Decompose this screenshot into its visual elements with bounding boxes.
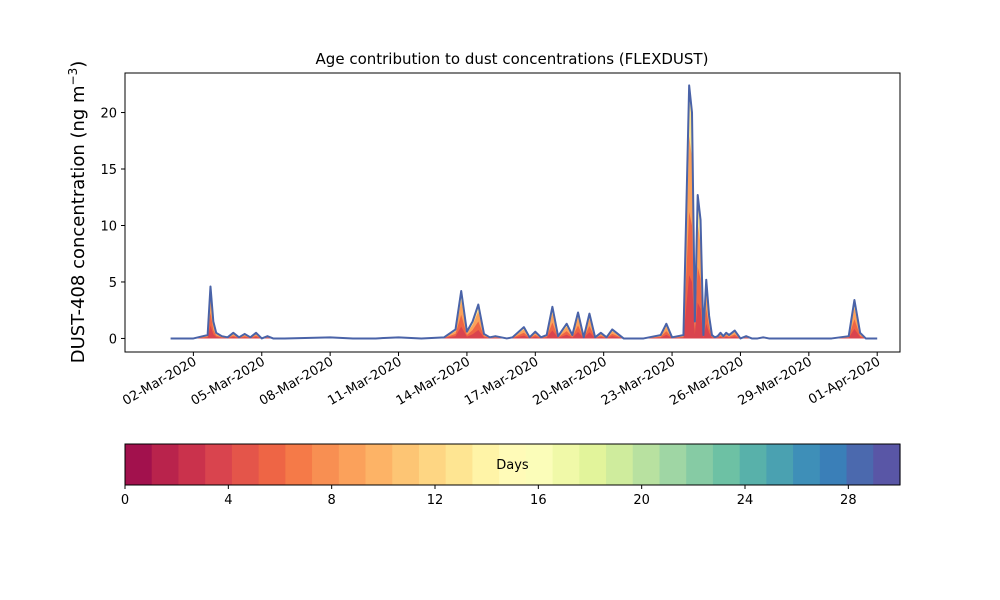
colorbar-segment xyxy=(686,444,714,485)
colorbar-segment xyxy=(392,444,420,485)
x-tick-label: 20-Mar-2020 xyxy=(531,354,610,408)
age-band-area-2 xyxy=(170,136,878,339)
age-band-area-4 xyxy=(170,275,878,339)
colorbar-segment xyxy=(445,444,474,485)
colorbar-segment xyxy=(125,444,153,485)
colorbar-segment xyxy=(739,444,767,485)
x-tick-label: 11-Mar-2020 xyxy=(325,354,404,408)
plot-area xyxy=(170,84,878,340)
y-axis-label-text: DUST-408 concentration (ng m xyxy=(68,85,89,363)
y-tick-label: 0 xyxy=(109,332,117,347)
axes: 0 5 10 15 20 02-Mar-202005-Mar-202008-Mar-202… xyxy=(100,72,901,409)
colorbar-tick-label: 8 xyxy=(328,493,336,508)
colorbar-segment xyxy=(258,444,286,485)
colorbar-segment xyxy=(338,444,367,485)
y-tick-label: 15 xyxy=(100,163,117,178)
y-axis-label-close: ) xyxy=(68,61,89,68)
colorbar-segment xyxy=(606,444,634,485)
colorbar-segment xyxy=(846,444,874,485)
colorbar-tick-label: 12 xyxy=(427,493,444,508)
colorbar: Days 0 4 8 12 16 20 24 28 xyxy=(121,443,901,508)
colorbar-segment xyxy=(285,444,313,485)
x-tick-label: 29-Mar-2020 xyxy=(736,354,815,408)
x-tick-label: 26-Mar-2020 xyxy=(667,354,746,408)
colorbar-segment xyxy=(766,444,794,485)
colorbar-segment xyxy=(632,444,661,485)
x-tick-label: 14-Mar-2020 xyxy=(394,354,473,408)
colorbar-tick-label: 4 xyxy=(224,493,232,508)
colorbar-segment xyxy=(712,444,741,485)
colorbar-segment xyxy=(231,444,260,485)
x-tick-label: 05-Mar-2020 xyxy=(189,354,268,408)
colorbar-segment xyxy=(819,444,848,485)
colorbar-tick-label: 0 xyxy=(121,493,129,508)
colorbar-segment xyxy=(205,444,233,485)
colorbar-tick-label: 16 xyxy=(530,493,547,508)
colorbar-tick-label: 28 xyxy=(840,493,857,508)
x-tick-label: 17-Mar-2020 xyxy=(462,354,541,408)
colorbar-segment xyxy=(365,444,393,485)
colorbar-segment xyxy=(525,444,554,485)
total-concentration-line xyxy=(170,84,878,340)
colorbar-segment xyxy=(472,444,500,485)
colorbar-segment xyxy=(552,444,580,485)
colorbar-segment xyxy=(873,444,901,485)
axes-frame xyxy=(124,72,901,353)
colorbar-segment xyxy=(312,444,340,485)
colorbar-segment xyxy=(178,444,206,485)
x-tick-label: 01-Apr-2020 xyxy=(806,354,883,407)
colorbar-segment xyxy=(579,444,607,485)
age-band-area-1 xyxy=(170,85,878,339)
y-tick-label: 5 xyxy=(109,276,117,291)
colorbar-segment xyxy=(151,444,180,485)
x-tick-label: 02-Mar-2020 xyxy=(120,354,199,408)
colorbar-tick-label: 20 xyxy=(633,493,650,508)
y-axis-label-unit-exponent: −3 xyxy=(66,68,80,86)
age-band-area-3 xyxy=(170,211,878,339)
colorbar-segment xyxy=(499,444,527,485)
colorbar-segment xyxy=(659,444,687,485)
y-axis-label: DUST-408 concentration (ng m−3) xyxy=(66,61,89,364)
colorbar-frame xyxy=(124,443,901,486)
colorbar-segment xyxy=(793,444,821,485)
y-tick-label: 10 xyxy=(100,219,117,234)
colorbar-label: Days xyxy=(496,458,529,473)
y-tick-label: 20 xyxy=(100,107,117,122)
chart-title: Age contribution to dust concentrations … xyxy=(316,50,709,68)
x-tick-label: 23-Mar-2020 xyxy=(599,354,678,408)
colorbar-tick-label: 24 xyxy=(737,493,754,508)
colorbar-segment xyxy=(418,444,447,485)
x-tick-label: 08-Mar-2020 xyxy=(257,354,336,408)
